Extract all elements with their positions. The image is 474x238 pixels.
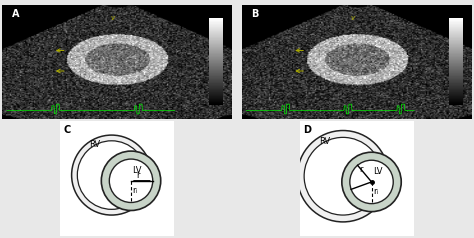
Circle shape [297, 130, 389, 222]
Text: rᵢ: rᵢ [133, 186, 137, 195]
Circle shape [72, 135, 152, 215]
Text: LV: LV [133, 166, 142, 175]
Text: v: v [350, 15, 354, 21]
Circle shape [304, 137, 382, 215]
Text: D: D [303, 125, 311, 135]
Text: C: C [64, 125, 71, 135]
Circle shape [109, 159, 153, 203]
Text: v: v [110, 15, 115, 21]
Text: r: r [359, 165, 363, 174]
Circle shape [350, 160, 393, 204]
Text: rᵢ: rᵢ [373, 188, 378, 197]
Text: A: A [11, 9, 19, 19]
Text: RV: RV [319, 137, 330, 146]
Text: LV: LV [373, 167, 383, 176]
Text: r: r [136, 171, 140, 180]
Circle shape [101, 151, 161, 210]
Circle shape [77, 141, 146, 209]
Circle shape [342, 152, 401, 212]
Text: B: B [251, 9, 258, 19]
Text: RV: RV [89, 139, 100, 149]
